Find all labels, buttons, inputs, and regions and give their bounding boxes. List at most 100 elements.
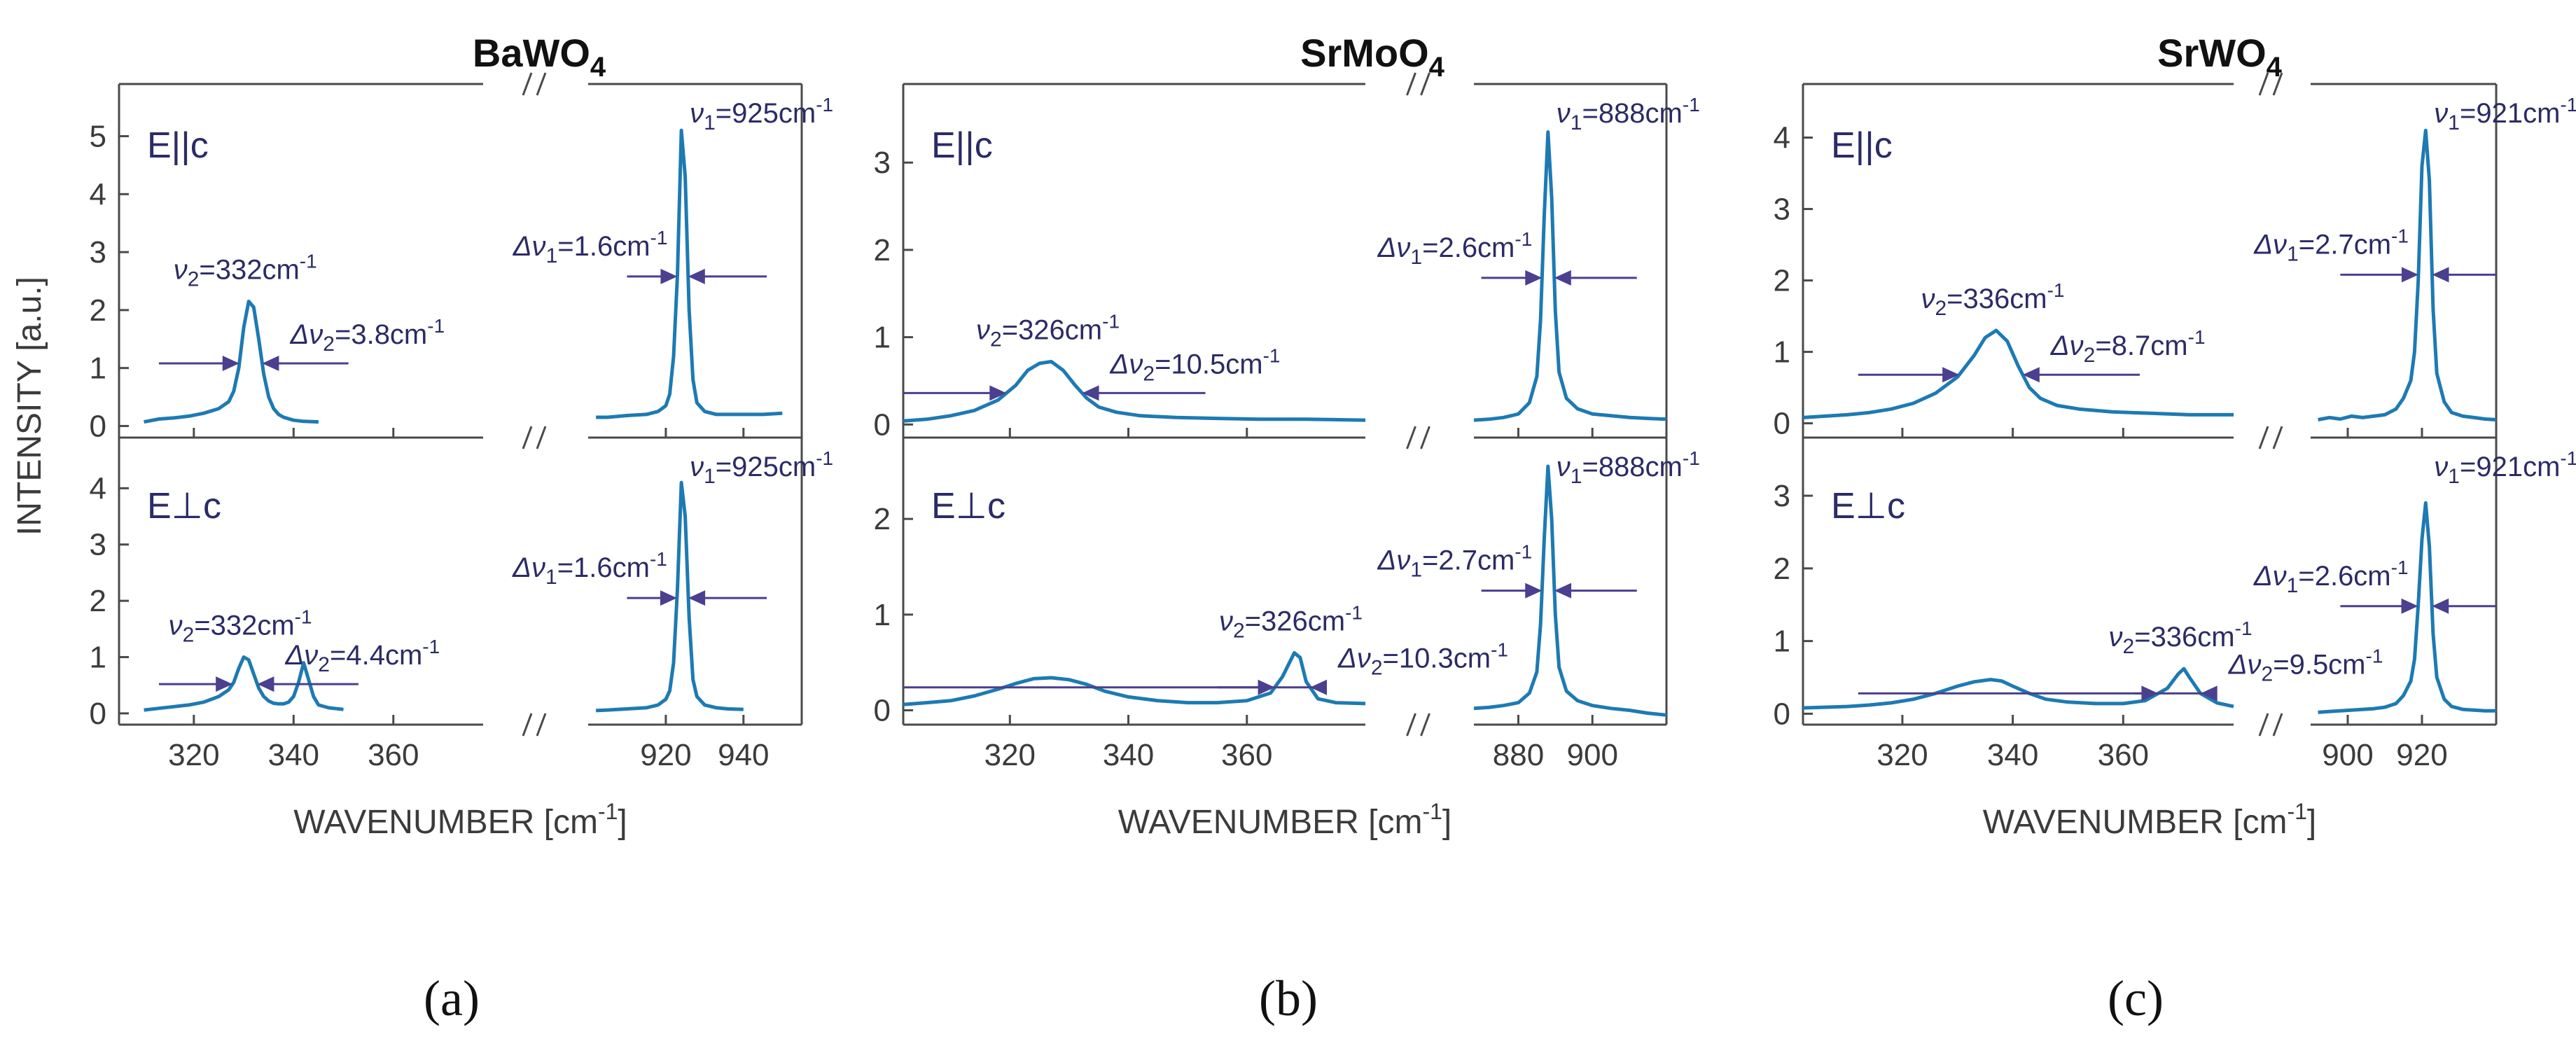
polarization-label: E||c — [1831, 125, 1893, 166]
series-line-right — [596, 128, 783, 419]
y-tick-label: 4 — [90, 177, 106, 211]
y-tick-label: 1 — [90, 641, 106, 675]
axis-break-mark — [1406, 72, 1416, 96]
arrow-head — [216, 676, 233, 692]
y-tick-label: 0 — [90, 409, 106, 443]
x-axis-label: WAVENUMBER [cm-1] — [293, 799, 627, 841]
axis-break-mark — [1406, 713, 1416, 737]
arrow-head — [257, 676, 274, 692]
fwhm-label: Δν2=8.7cm-1 — [2050, 326, 2206, 367]
fwhm-label: Δν2=4.4cm-1 — [284, 636, 440, 676]
series-line-right — [2318, 128, 2497, 421]
axis-break-mark — [2272, 426, 2283, 449]
y-tick-label: 2 — [874, 502, 891, 536]
y-tick-label: 2 — [1774, 552, 1790, 586]
panel-label: (b) — [1259, 970, 1318, 1026]
polarization-label: E⊥c — [1831, 486, 1905, 527]
x-tick-label: 360 — [368, 738, 419, 772]
arrow-head — [1525, 270, 1543, 286]
peak-label: ν1=925cm-1 — [690, 94, 833, 134]
axis-break-mark — [1420, 426, 1430, 449]
chart-group-2: SrMoO4 (b) WAVENUMBER [cm-1] 0 1 2 3 E||c ν2=326… — [874, 31, 1700, 1026]
axis-break-mark — [1420, 72, 1430, 96]
chart-title: SrWO4 — [2157, 31, 2283, 83]
axis-break-mark — [2258, 72, 2269, 96]
fwhm-label: Δν2=10.5cm-1 — [1110, 344, 1281, 385]
x-tick-label: 320 — [984, 738, 1036, 772]
axis-break-mark — [1406, 426, 1416, 449]
arrow-head — [2432, 598, 2449, 614]
arrow-head — [2022, 367, 2040, 383]
x-tick-label: 920 — [640, 738, 691, 772]
arrow-head — [2200, 685, 2218, 702]
y-tick-label: 0 — [90, 697, 106, 731]
axis-break-mark — [2258, 426, 2269, 449]
y-tick-label: 3 — [1774, 193, 1790, 227]
x-tick-label: 940 — [718, 738, 769, 772]
panel-label: (a) — [424, 970, 480, 1026]
peak-label: ν1=921cm-1 — [2434, 94, 2576, 134]
axis-break-mark — [2258, 713, 2269, 737]
y-tick-label: 0 — [1774, 697, 1790, 731]
arrow-head — [989, 385, 1007, 401]
y-tick-label: 2 — [90, 293, 106, 328]
x-tick-label: 340 — [1987, 738, 2038, 772]
axis-break-mark — [522, 713, 533, 737]
peak-label: ν2=336cm-1 — [1921, 279, 2064, 320]
fwhm-label: Δν1=2.7cm-1 — [1377, 541, 1533, 582]
arrow-head — [1554, 270, 1571, 286]
fwhm-label: Δν1=2.7cm-1 — [2253, 225, 2409, 265]
peak-label: ν1=921cm-1 — [2434, 447, 2576, 488]
x-tick-label: 340 — [1103, 738, 1154, 772]
arrow-head — [688, 590, 706, 606]
fwhm-label: Δν2=3.8cm-1 — [289, 315, 445, 356]
axis-break-mark — [536, 426, 547, 449]
chart-group-3: SrWO4 (c) WAVENUMBER [cm-1] 0 1 2 3 4 E||c ν2=336… — [1774, 31, 2576, 1026]
y-tick-label: 0 — [874, 407, 891, 442]
y-tick-label: 0 — [874, 694, 891, 728]
peak-label: ν1=888cm-1 — [1557, 447, 1700, 488]
x-tick-label: 360 — [1221, 738, 1272, 772]
y-tick-label: 1 — [1774, 335, 1790, 370]
chart-title: BaWO4 — [473, 31, 606, 83]
polarization-label: E⊥c — [147, 486, 221, 527]
polarization-label: E⊥c — [931, 486, 1005, 527]
panel-label: (c) — [2108, 970, 2164, 1026]
fwhm-label: Δν2=9.5cm-1 — [2228, 645, 2383, 685]
y-tick-label: 2 — [874, 233, 891, 267]
y-tick-label: 0 — [1774, 407, 1790, 441]
y-tick-label: 4 — [90, 471, 106, 505]
peak-label: ν2=336cm-1 — [2109, 618, 2253, 658]
polarization-label: E||c — [931, 125, 993, 166]
arrow-head — [660, 590, 677, 606]
axis-break-mark — [2272, 72, 2283, 96]
fwhm-label: Δν1=1.6cm-1 — [512, 548, 667, 589]
arrow-head — [2432, 267, 2449, 283]
y-axis-label: INTENSITY [a.u.] — [11, 277, 48, 536]
x-tick-label: 920 — [2396, 738, 2447, 772]
series-line-right — [595, 480, 744, 713]
arrow-head — [1942, 367, 1960, 383]
arrow-head — [1554, 583, 1572, 599]
axis-break-mark — [2272, 713, 2283, 737]
series-line-left — [1802, 667, 2234, 710]
fwhm-label: Δν1=1.6cm-1 — [513, 227, 668, 267]
peak-label: ν2=326cm-1 — [976, 311, 1120, 351]
fwhm-label: Δν1=2.6cm-1 — [2253, 557, 2409, 597]
arrow-head — [2401, 267, 2418, 283]
y-tick-label: 2 — [90, 584, 106, 618]
series-line-left — [1802, 328, 2234, 419]
fwhm-label: Δν1=2.6cm-1 — [1377, 228, 1533, 269]
y-tick-label: 1 — [1774, 625, 1790, 659]
peak-label: ν1=925cm-1 — [690, 447, 833, 488]
arrow-head — [222, 356, 239, 372]
fwhm-label: Δν2=10.3cm-1 — [1337, 639, 1508, 680]
series-line-right — [1473, 130, 1667, 422]
peak-label: ν2=332cm-1 — [174, 250, 317, 291]
polarization-label: E||c — [147, 125, 209, 166]
y-tick-label: 4 — [1774, 121, 1790, 155]
x-axis-label: WAVENUMBER [cm-1] — [1983, 799, 2316, 841]
arrow-head — [1525, 583, 1543, 599]
axis-break-mark — [536, 72, 547, 96]
chart-group-1: BaWO4 (a) WAVENUMBER [cm-1] 0 1 2 3 4 5 E||c ν2=33… — [11, 31, 833, 1026]
